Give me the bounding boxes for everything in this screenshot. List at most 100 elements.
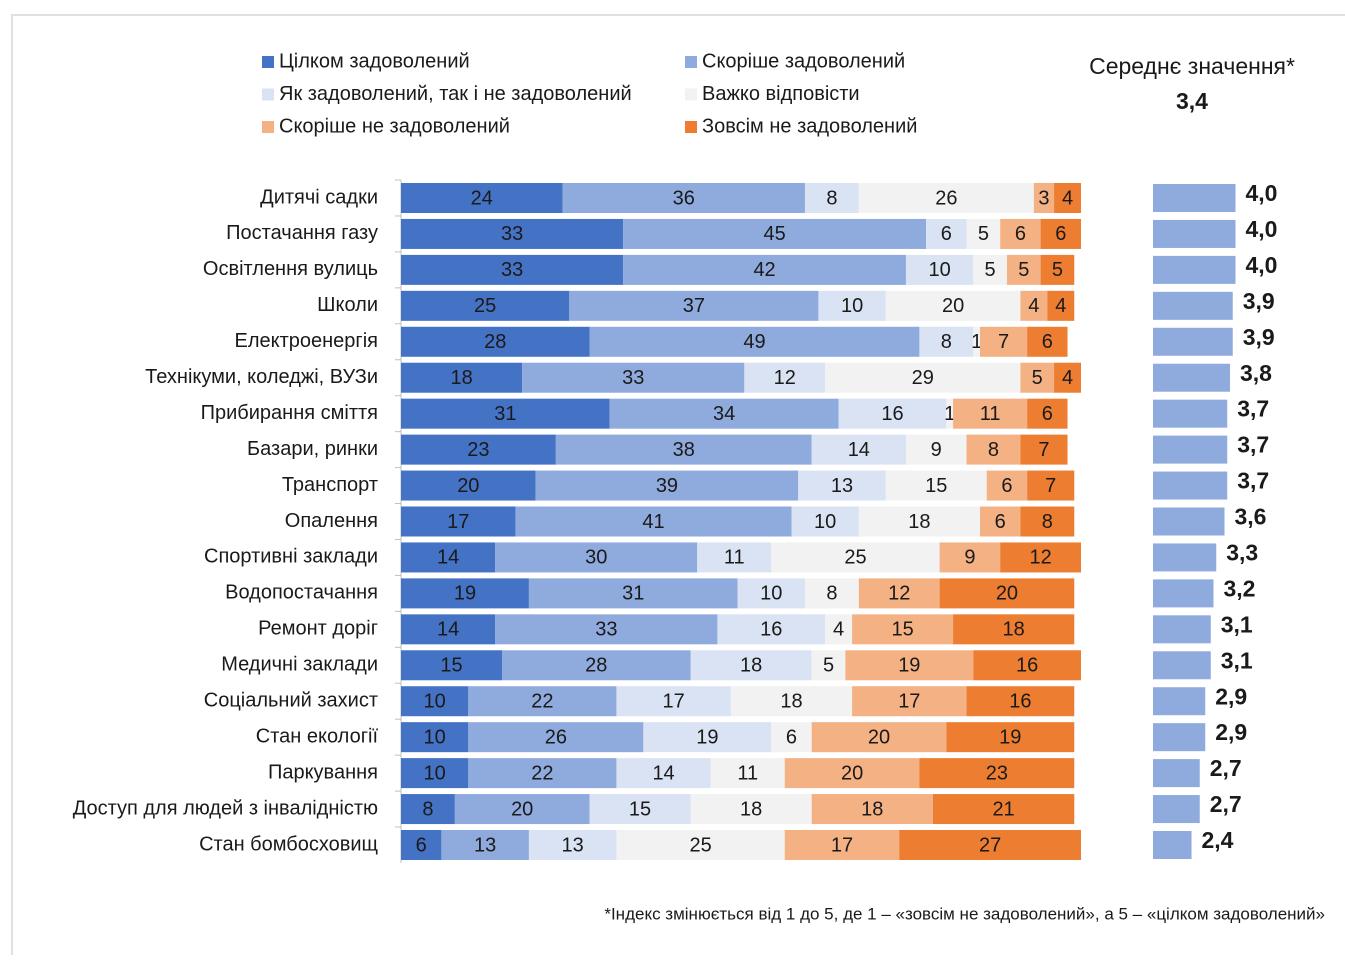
bar-segment [1054, 362, 1081, 393]
mean-bar [1153, 687, 1206, 716]
segment-label: 18 [740, 655, 762, 677]
bar-segment [953, 614, 1075, 645]
segment-label: 6 [1055, 223, 1066, 245]
legend-label: Скоріше не задоволений [279, 115, 510, 137]
segment-label: 36 [673, 187, 695, 209]
segment-label: 26 [935, 187, 957, 209]
segment-label: 9 [964, 547, 975, 569]
segment-label: 7 [1045, 475, 1056, 497]
bar-segment [771, 722, 812, 753]
segment-label: 20 [868, 726, 890, 748]
bar-segment [973, 254, 1007, 285]
legend-label: Зовсім не задоволений [702, 115, 917, 137]
bar-segment [495, 614, 718, 645]
mean-bar [1153, 651, 1211, 680]
bar-segment [1006, 254, 1041, 285]
bar-segment [690, 650, 812, 681]
segment-label: 10 [424, 726, 446, 748]
bar-segment [589, 794, 691, 825]
segment-label: 17 [663, 691, 685, 713]
segment-label: 7 [998, 331, 1009, 353]
segment-label: 14 [437, 619, 459, 641]
segment-label: 6 [941, 223, 952, 245]
segment-label: 19 [696, 726, 718, 748]
bar-segment [401, 254, 624, 285]
mean-bar [1153, 255, 1236, 284]
mean-label: 2,7 [1210, 791, 1242, 817]
segment-label: 9 [931, 439, 942, 461]
segment-label: 10 [928, 259, 950, 281]
bar-segment [454, 794, 590, 825]
segment-label: 18 [1003, 619, 1025, 641]
segment-label: 7 [1038, 439, 1049, 461]
segment-label: 8 [422, 798, 433, 820]
category-label: Опалення [285, 510, 378, 532]
category-label: Ремонт доріг [258, 618, 378, 640]
segment-label: 26 [545, 726, 567, 748]
segment-label: 4 [1028, 295, 1039, 317]
bar-segment [838, 398, 947, 429]
bar-segment [401, 722, 469, 753]
bar-segment [919, 758, 1075, 789]
bar-segment [939, 578, 1075, 609]
segment-label: 14 [652, 762, 674, 784]
bar-segment [401, 326, 590, 357]
category-label: Базари, ринки [247, 438, 378, 460]
bar-segment [468, 758, 617, 789]
bar-segment [737, 578, 805, 609]
category-label: Стан екології [256, 725, 379, 747]
segment-label: 17 [447, 511, 469, 533]
mean-label: 4,0 [1246, 216, 1278, 242]
segment-label: 3 [1038, 187, 1049, 209]
segment-label: 31 [622, 583, 644, 605]
mean-label: 2,7 [1210, 755, 1242, 781]
mean-bar [1153, 399, 1228, 428]
bar-segment [1020, 506, 1075, 537]
bar-segment [1040, 218, 1081, 249]
segment-label: 10 [814, 511, 836, 533]
category-label: Електроенергія [235, 330, 379, 352]
segment-label: 6 [995, 511, 1006, 533]
bar-segment [697, 542, 772, 573]
segment-label: 15 [440, 655, 462, 677]
bar-segment [401, 542, 496, 573]
bar-segment [616, 686, 731, 717]
segment-label: 8 [1042, 511, 1053, 533]
mean-label: 3,3 [1226, 540, 1258, 566]
category-label: Прибирання сміття [201, 402, 378, 424]
segment-label: 28 [484, 331, 506, 353]
segment-label: 39 [656, 475, 678, 497]
segment-label: 33 [595, 619, 617, 641]
segment-label: 8 [941, 331, 952, 353]
mean-label: 3,6 [1235, 504, 1267, 530]
bar-segment [1027, 326, 1068, 357]
bar-segment [919, 326, 974, 357]
segment-label: 15 [629, 798, 651, 820]
category-label: Доступ для людей з інвалідністю [73, 797, 378, 819]
bar-segment [1000, 218, 1041, 249]
mean-bar [1153, 219, 1236, 248]
segment-label: 18 [861, 798, 883, 820]
bar-segment [980, 506, 1021, 537]
mean-bar [1153, 363, 1230, 392]
bar-segment [401, 506, 516, 537]
category-label: Дитячі садки [260, 186, 378, 208]
bar-segment [609, 398, 839, 429]
bar-segment [784, 830, 900, 860]
segment-label: 49 [743, 331, 765, 353]
legend-label: Цілком задоволений [279, 50, 470, 72]
segment-label: 16 [1009, 691, 1031, 713]
segment-label: 22 [531, 691, 553, 713]
segment-label: 19 [999, 726, 1021, 748]
bar-segment [885, 470, 987, 501]
bar-segment [1020, 362, 1055, 393]
legend-label: Як задоволений, так і не задоволений [279, 83, 632, 105]
bar-segment [401, 362, 523, 393]
segment-label: 13 [831, 475, 853, 497]
segment-label: 14 [437, 547, 459, 569]
bar-segment [528, 578, 738, 609]
segment-label: 10 [424, 762, 446, 784]
mean-label: 3,1 [1221, 647, 1253, 673]
segment-label: 25 [474, 295, 496, 317]
segment-label: 13 [474, 834, 496, 856]
